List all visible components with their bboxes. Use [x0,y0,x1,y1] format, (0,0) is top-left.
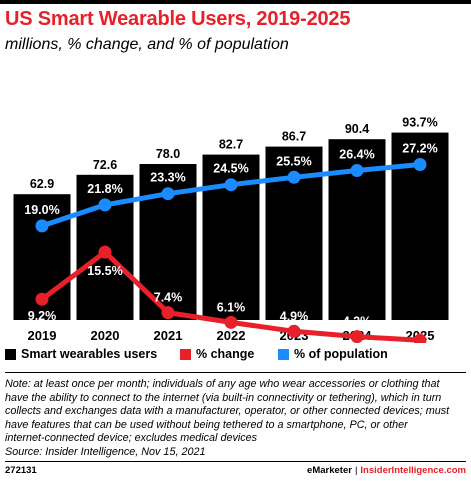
change-point-2025 [413,333,427,343]
change-label-2024: 4.2% [343,315,372,329]
population-label-2021: 23.3% [150,171,185,185]
change-label-2022: 6.1% [217,300,246,314]
population-label-2023: 25.5% [276,154,311,168]
x-tick-label-2020: 2020 [91,328,120,343]
population-point-2025 [413,158,427,171]
legend-item-change: % change [180,347,254,361]
legend: Smart wearables users % change % of popu… [5,347,465,365]
notes: Note: at least once per month; individua… [5,378,466,460]
population-label-2020: 21.8% [87,182,122,196]
note-line: Note: at least once per month; individua… [5,378,440,390]
change-label-2020: 15.5% [87,264,122,278]
top-bar [0,0,471,4]
legend-item-population: % of population [278,347,388,361]
chart-id: 272131 [5,465,37,476]
note-line: have the ability to connect to the inter… [5,391,442,404]
change-point-2023 [287,324,301,338]
x-tick-label-2021: 2021 [154,328,183,343]
population-label-2025: 27.2% [402,142,437,156]
x-tick-label-2019: 2019 [28,328,57,343]
chart-area: 62.9 72.6 78.0 82.7 86.7 90.4 93.7% 2019 2020 202… [13,116,449,343]
change-label-2025: 3.7% [406,318,435,332]
change-point-2019 [35,292,49,306]
note-line: have features that can be used without b… [5,418,408,431]
note-line: collects and exchanges data with a manuf… [5,405,450,418]
bar-label-2024: 90.4 [345,122,369,136]
bar-label-2021: 78.0 [156,147,180,161]
brand-emarketer: eMarketer [307,465,352,476]
change-point-2020 [98,245,112,259]
legend-swatch-users [5,348,16,360]
brand-separator: | [354,465,358,476]
brand: eMarketer | InsiderIntelligence.com [307,465,466,476]
population-label-2022: 24.5% [213,162,248,176]
legend-label-population: % of population [294,347,388,361]
x-tick-label-2022: 2022 [217,328,246,343]
brand-insider-intelligence: InsiderIntelligence.com [360,465,466,476]
legend-swatch-population [278,348,289,360]
change-label-2023: 4.9% [280,309,309,323]
population-point-2019 [35,219,49,233]
chart-title: US Smart Wearable Users, 2019-2025 [5,8,351,30]
population-point-2021 [161,187,175,201]
bar-label-2020: 72.6 [93,158,117,172]
population-point-2024 [350,164,364,177]
change-label-2021: 7.4% [154,291,183,305]
change-point-2022 [224,315,238,329]
note-line: internet-connected device; excludes medi… [5,432,258,445]
source-line: Source: Insider Intelligence, Nov 15, 20… [5,445,206,458]
population-point-2022 [224,178,238,192]
change-point-2021 [161,306,175,320]
legend-label-users: Smart wearables users [21,347,158,361]
legend-item-users: Smart wearables users [5,347,157,361]
population-label-2019: 19.0% [24,203,59,217]
legend-label-change: % change [196,347,255,361]
bar-label-2019: 62.9 [30,177,54,191]
divider-bottom [5,461,466,462]
bar-label-2023: 86.7 [282,130,306,144]
population-label-2024: 26.4% [339,148,374,162]
population-point-2023 [287,170,301,184]
legend-swatch-change [180,348,191,360]
change-point-2024 [350,330,364,343]
chart-subtitle: millions, % change, and % of population [5,36,289,53]
divider-top [5,372,466,373]
bar-label-2025: 93.7% [402,116,437,130]
population-point-2020 [98,198,112,212]
bar-label-2022: 82.7 [219,138,243,152]
change-label-2019: 9.2% [28,309,57,323]
